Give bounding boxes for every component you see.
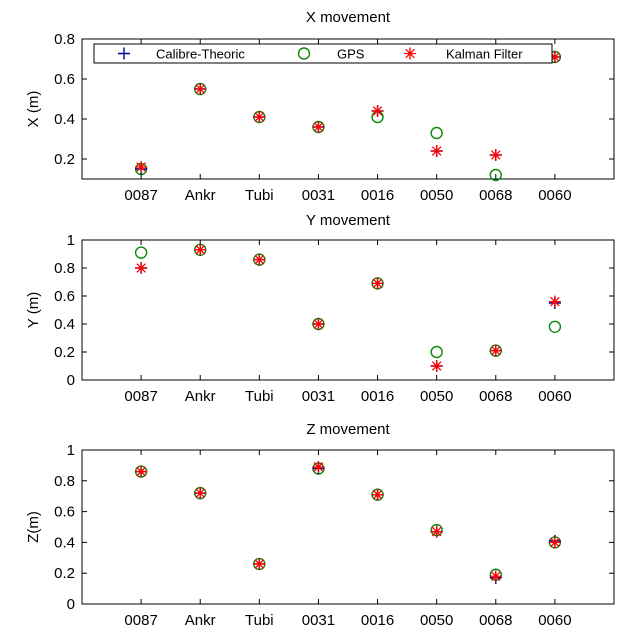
x-tick-label: Tubi: [245, 388, 274, 405]
y-tick-label: 0.2: [54, 565, 75, 582]
chart-title: Z movement: [306, 421, 390, 438]
x-tick-label: Tubi: [245, 187, 274, 204]
x-tick-label: Tubi: [245, 612, 274, 629]
point-kalman-filter: [489, 149, 502, 161]
y-tick-label: 0.8: [54, 473, 75, 490]
y-tick-label: 0.4: [54, 316, 75, 333]
y-tick-label: 1: [67, 232, 75, 249]
point-kalman-filter: [371, 488, 384, 501]
legend-label: Kalman Filter: [446, 47, 523, 62]
point-kalman-filter: [430, 525, 443, 538]
chart-z-movement: Z movement 0 0.2 0.4 0.6 0.8 1 0087 Ankr Tubi 0031…: [25, 421, 615, 629]
x-tick-label: 0060: [538, 612, 571, 629]
y-tick-label: 0.4: [54, 534, 75, 551]
x-tick-label: 0016: [361, 612, 394, 629]
y-tick-label: 0.6: [54, 504, 75, 521]
x-tick-label: 0050: [420, 187, 453, 204]
y-axis-label: Y (m): [25, 292, 42, 328]
y-axis-label: X (m): [25, 91, 42, 128]
point-kalman-filter: [430, 360, 443, 372]
y-tick-label: 0.2: [54, 344, 75, 361]
plot-area: [81, 449, 615, 605]
point-kalman-filter: [371, 277, 384, 290]
point-gps: [430, 126, 443, 140]
x-tick-label: 0050: [420, 612, 453, 629]
x-tick-label: 0060: [538, 388, 571, 405]
point-kalman-filter: [430, 145, 443, 157]
x-tick-label: 0016: [361, 388, 394, 405]
point-kalman-filter: [135, 262, 148, 274]
y-tick-label: 0: [67, 372, 75, 389]
point-gps: [489, 168, 502, 182]
x-tick-label: 0087: [124, 187, 157, 204]
legend-label: GPS: [337, 47, 365, 62]
point-kalman-filter: [253, 111, 266, 123]
y-axis-label: Z(m): [25, 511, 42, 543]
x-tick-label: 0068: [479, 187, 512, 204]
x-tick-label: Ankr: [185, 612, 216, 629]
legend: Calibre-Theoric GPS Kalman Filter: [93, 43, 553, 64]
point-kalman-filter: [135, 161, 148, 173]
x-tick-label: 0016: [361, 187, 394, 204]
y-tick-label: 0.8: [54, 260, 75, 277]
y-tick-label: 0.6: [54, 71, 75, 88]
legend-label: Calibre-Theoric: [156, 47, 245, 62]
point-kalman-filter: [548, 536, 561, 549]
point-kalman-filter: [489, 344, 502, 357]
legend-marker: [118, 47, 130, 60]
point-kalman-filter: [253, 253, 266, 266]
point-kalman-filter: [194, 243, 207, 256]
point-gps: [548, 320, 562, 333]
legend-marker: [297, 47, 311, 60]
y-tick-label: 1: [67, 442, 75, 459]
x-tick-label: 0068: [479, 612, 512, 629]
point-kalman-filter: [548, 51, 561, 63]
y-tick-label: 0.6: [54, 288, 75, 305]
x-tick-label: 0031: [302, 612, 335, 629]
x-tick-label: 0031: [302, 388, 335, 405]
point-kalman-filter: [135, 465, 148, 478]
chart-y-movement: Y movement 0 0.2 0.4 0.6 0.8 1 0087 Ankr Tubi 0031…: [25, 212, 615, 405]
point-kalman-filter: [371, 105, 384, 117]
y-tick-label: 0.4: [54, 111, 75, 128]
x-tick-label: Ankr: [185, 187, 216, 204]
point-gps: [430, 345, 443, 359]
x-tick-label: 0068: [479, 388, 512, 405]
plot-area: [81, 239, 615, 381]
point-kalman-filter: [194, 487, 207, 500]
point-kalman-filter: [194, 83, 207, 95]
point-kalman-filter: [489, 570, 502, 583]
point-kalman-filter: [312, 318, 325, 330]
x-tick-label: Ankr: [185, 388, 216, 405]
y-tick-label: 0: [67, 596, 75, 613]
chart-x-movement: X movement 0.2 0.4 0.6 0.8 0087 Ankr Tubi 0031 00…: [25, 9, 615, 204]
point-kalman-filter: [548, 295, 561, 308]
x-tick-label: 0060: [538, 187, 571, 204]
point-gps: [134, 246, 148, 259]
point-kalman-filter: [312, 121, 325, 133]
point-kalman-filter: [253, 557, 266, 570]
y-tick-label: 0.8: [54, 31, 75, 48]
chart-title: Y movement: [306, 212, 391, 229]
y-tick-label: 0.2: [54, 151, 75, 168]
x-tick-label: 0031: [302, 187, 335, 204]
x-tick-label: 0087: [124, 612, 157, 629]
chart-title: X movement: [306, 9, 391, 26]
legend-marker: [404, 47, 416, 60]
x-tick-label: 0087: [124, 388, 157, 405]
point-kalman-filter: [312, 460, 325, 473]
legend-box: [93, 43, 553, 64]
x-tick-label: 0050: [420, 388, 453, 405]
